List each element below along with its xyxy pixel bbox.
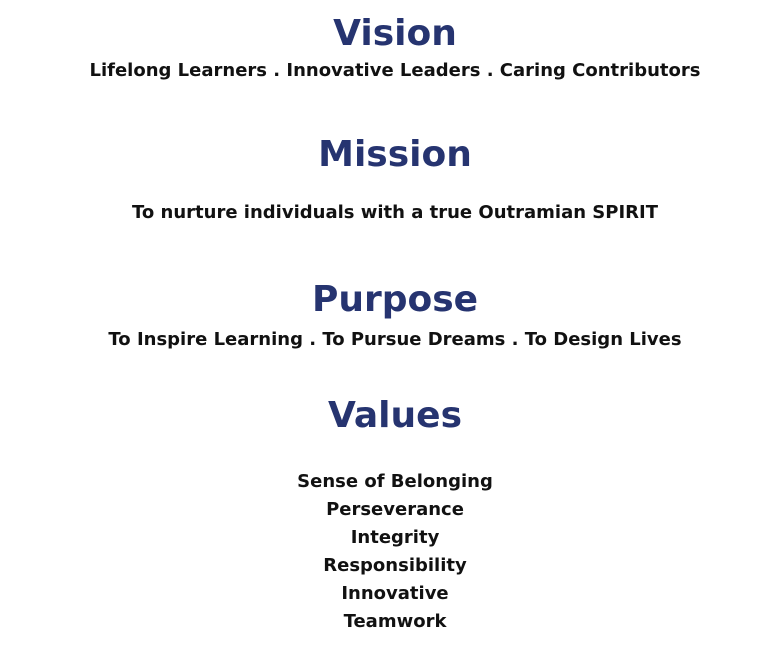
mission-heading: Mission: [318, 134, 472, 175]
purpose-statement: To Inspire Learning . To Pursue Dreams .…: [108, 329, 682, 350]
values-list: Sense of Belonging Perseverance Integrit…: [0, 468, 778, 636]
values-heading: Values: [328, 395, 462, 436]
value-item: Integrity: [350, 527, 440, 548]
mission-statement: To nurture individuals with a true Outra…: [132, 202, 658, 223]
value-item: Perseverance: [326, 499, 464, 520]
value-item: Innovative: [341, 583, 449, 604]
value-item: Responsibility: [323, 555, 467, 576]
value-item: Sense of Belonging: [297, 471, 493, 492]
vision-heading: Vision: [333, 13, 457, 54]
value-item: Teamwork: [343, 611, 447, 632]
vision-statement: Lifelong Learners . Innovative Leaders .…: [89, 60, 701, 81]
purpose-heading: Purpose: [311, 279, 479, 320]
